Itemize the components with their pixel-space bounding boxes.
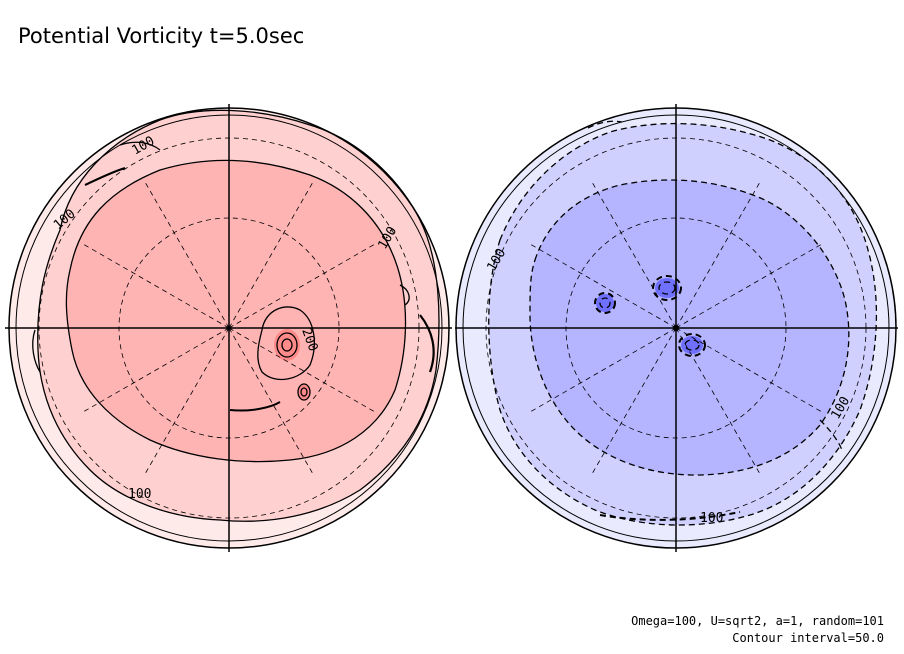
north-contour-fragment: [119, 141, 161, 151]
north-contour-fragment: [229, 401, 281, 412]
south-fill-core: [596, 294, 614, 312]
south-fill-core: [681, 336, 703, 354]
south-vortex-contour: [658, 281, 676, 295]
south-vortex-contour: [678, 333, 706, 357]
south-contour-label: 100: [700, 511, 723, 526]
north-pole-marker: [226, 325, 232, 331]
north-fill-core: [274, 329, 300, 361]
south-vortex-contour: [684, 339, 700, 351]
south-contour-fragment: [599, 511, 741, 521]
north-contour-fragment: [419, 314, 435, 373]
north-fill-inner: [66, 160, 406, 462]
south-contour-fragment: [587, 120, 623, 129]
north-contour-small-1: [297, 383, 311, 401]
north-contour-100: [37, 109, 440, 522]
north-fill-core-secondary: [298, 384, 310, 400]
north-contour-300: [281, 338, 293, 352]
south-pole-marker: [673, 325, 679, 331]
north-contour-fragment: [84, 166, 126, 186]
south-contour-neg150: [529, 179, 850, 476]
south-fill-core: [655, 278, 679, 298]
north-contour-200: [257, 306, 315, 381]
north-contour-label: 100: [128, 487, 151, 502]
north-contour-fragment: [399, 284, 410, 306]
north-contour-150: [65, 159, 407, 463]
north-contour-fragment: [32, 329, 41, 373]
south-contour-fragment: [819, 419, 843, 451]
south-vortex-contour: [599, 297, 611, 309]
parameters-note: Omega=100, U=sqrt2, a=1, random=101: [631, 614, 884, 628]
contour-interval-note: Contour interval=50.0: [732, 631, 884, 645]
north-contour-small-2: [300, 387, 308, 397]
south-hemisphere-map: 100 100 100: [455, 104, 898, 552]
south-vortex-contour: [594, 292, 616, 314]
north-contours: [32, 109, 440, 522]
north-contour-250: [276, 332, 298, 358]
plot-title: Potential Vorticity t=5.0sec: [18, 24, 305, 48]
